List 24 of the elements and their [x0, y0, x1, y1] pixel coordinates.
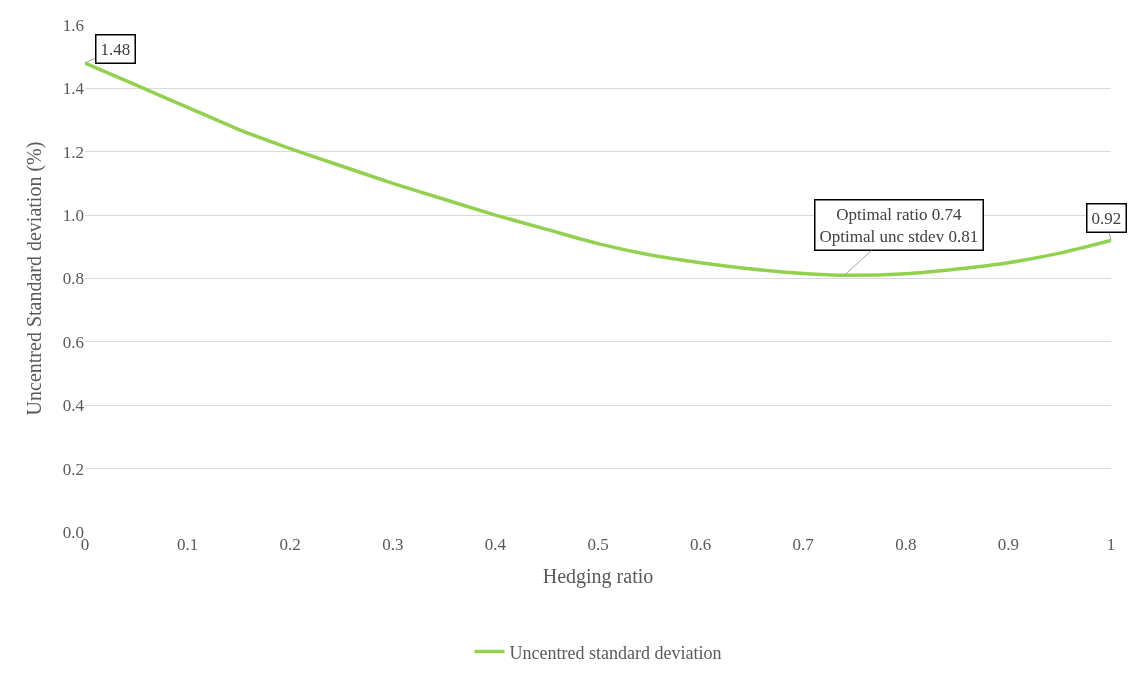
y-tick-label: 1.0: [62, 206, 84, 226]
x-tick-label: 0.6: [689, 535, 712, 554]
legend-label: Uncentred standard deviation: [509, 642, 722, 663]
x-tick-label: 0.3: [382, 535, 404, 554]
y-tick-label: 0.8: [62, 269, 84, 289]
x-tick-label: 0.1: [176, 535, 199, 554]
y-tick-label: 1.4: [62, 79, 85, 99]
annotation: 1.48: [100, 39, 131, 59]
y-tick-label: 1.2: [62, 142, 84, 162]
x-tick-label: 0.9: [997, 535, 1020, 554]
x-tick-label: 0.5: [587, 535, 609, 554]
y-tick-label: 0.6: [62, 332, 84, 352]
x-tick-label: 0.8: [895, 535, 917, 554]
y-tick-label: 0.2: [62, 459, 84, 479]
x-tick-label: 0.7: [792, 535, 815, 554]
x-tick-label: 0.4: [484, 535, 507, 554]
x-axis-title: Hedging ratio: [542, 564, 654, 588]
y-tick-label: 0.4: [62, 396, 85, 416]
annotation: Optimal ratio 0.74 Optimal unc stdev 0.81: [819, 204, 979, 246]
y-tick-label: 1.6: [62, 15, 84, 35]
x-tick-label: 0.2: [279, 535, 301, 554]
x-tick-label: 1: [1106, 535, 1116, 554]
y-axis-title: Uncentred Standard deviation (%): [23, 141, 47, 416]
annotation: 0.92: [1091, 208, 1122, 228]
